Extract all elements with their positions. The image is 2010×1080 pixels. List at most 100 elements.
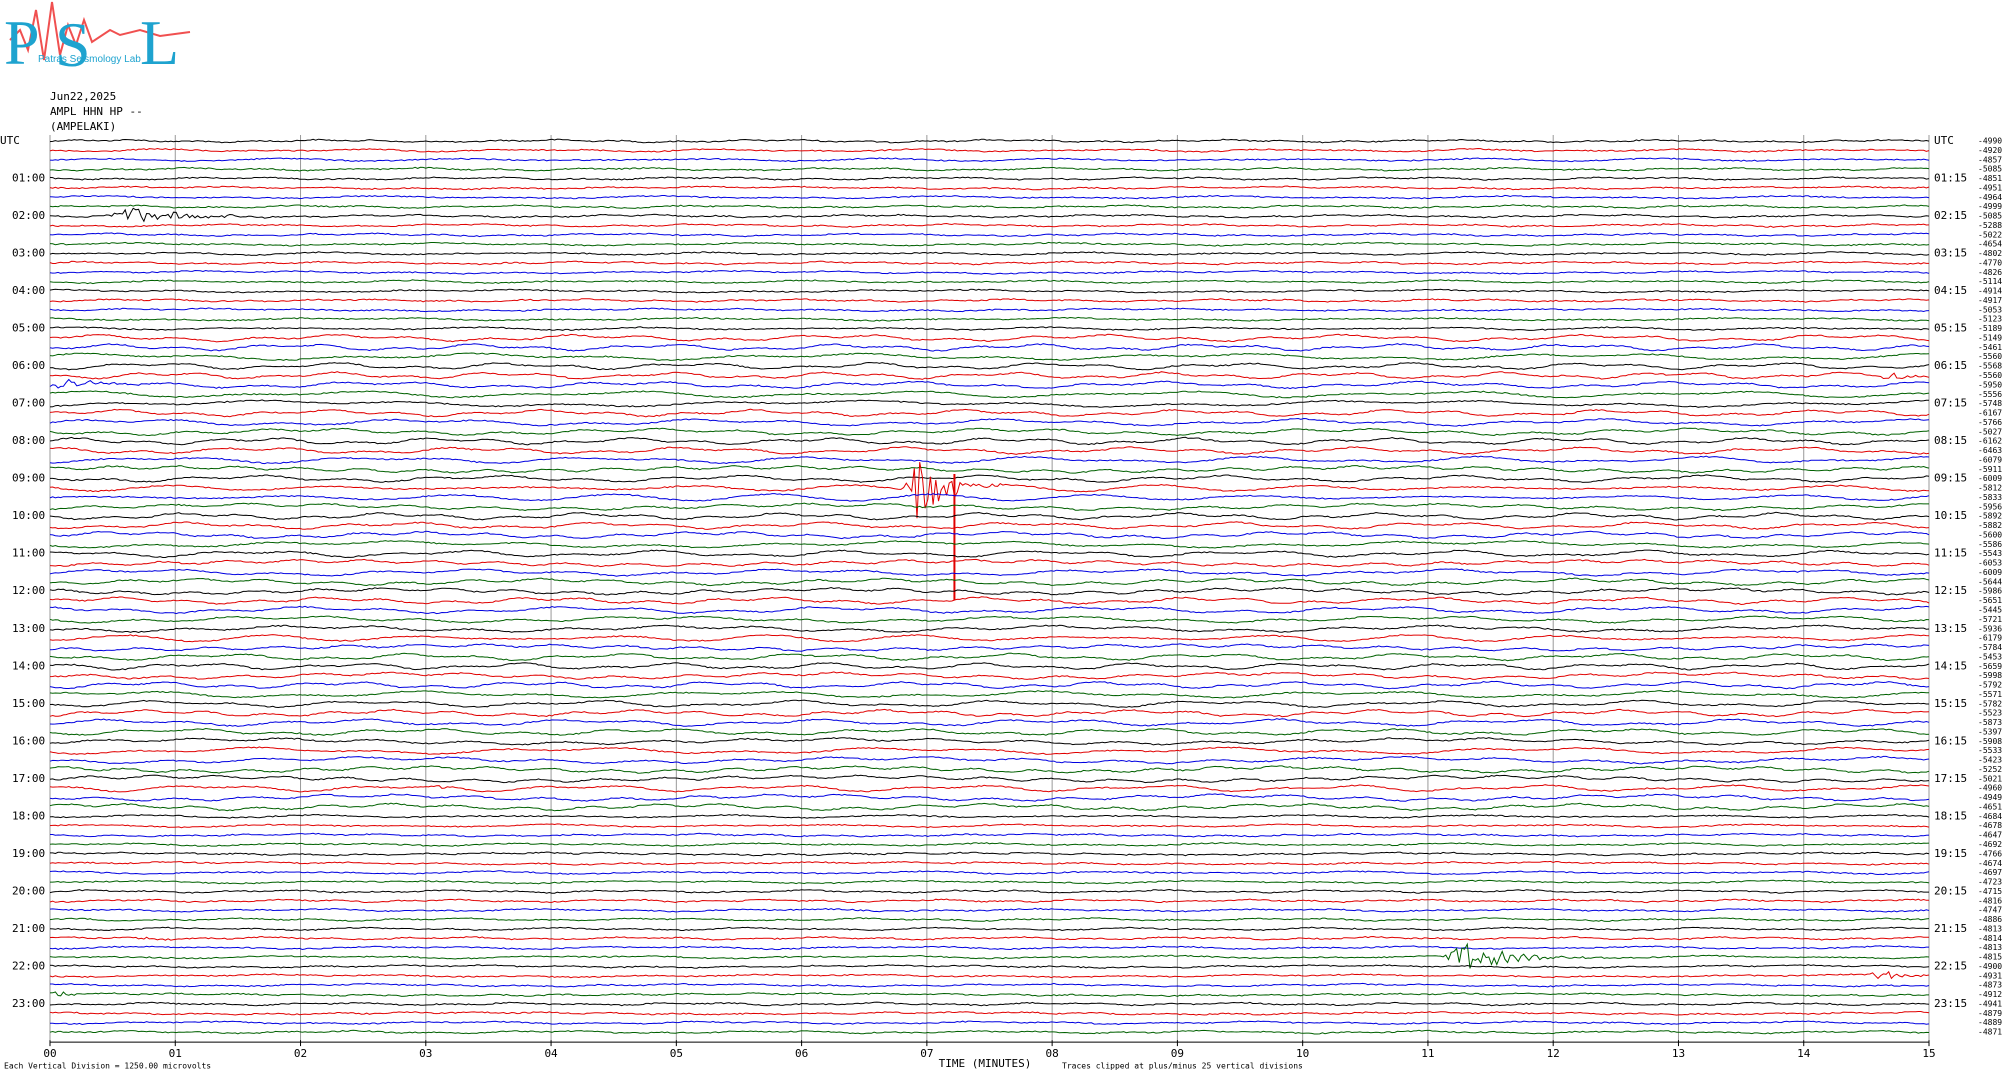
offset-label: -5252 <box>1978 765 2002 774</box>
offset-label: -4814 <box>1978 934 2002 943</box>
right-hour-label: 07:15 <box>1934 397 1967 410</box>
offset-label: -6179 <box>1978 634 2002 643</box>
trace <box>49 204 1930 209</box>
offset-label: -4723 <box>1978 878 2002 887</box>
offset-label: -5659 <box>1978 662 2002 671</box>
offset-label: -5560 <box>1978 371 2002 380</box>
trace <box>49 945 1929 951</box>
left-hour-label: 11:00 <box>12 547 45 560</box>
offset-label: -6162 <box>1978 437 2002 446</box>
clip-note: Traces clipped at plus/minus 25 vertical… <box>1062 1062 1303 1071</box>
trace <box>49 870 1930 876</box>
offset-label: -4889 <box>1978 1018 2002 1027</box>
logo-wave <box>9 1 191 61</box>
trace <box>49 643 1930 652</box>
trace <box>49 813 1930 819</box>
trace <box>49 207 1930 223</box>
left-hour-label: 16:00 <box>12 734 45 747</box>
left-hour-label: 13:00 <box>12 622 45 635</box>
offset-label: -5644 <box>1978 577 2002 586</box>
trace <box>49 558 1930 568</box>
left-hour-label: UTC <box>0 134 20 147</box>
trace <box>49 493 1930 502</box>
trace <box>49 166 1930 172</box>
offset-label: -4914 <box>1978 287 2002 296</box>
offset-label: -5792 <box>1978 681 2002 690</box>
trace <box>49 964 1930 969</box>
trace <box>50 832 1930 838</box>
offset-label: -4813 <box>1978 924 2002 933</box>
trace <box>49 907 1930 913</box>
offset-label: -4802 <box>1978 249 2002 258</box>
logo-letter: L <box>140 7 179 78</box>
trace <box>49 823 1930 829</box>
offset-label: -4851 <box>1978 174 2002 183</box>
logo-subtitle: Patras Seismology Lab <box>38 54 141 65</box>
trace <box>49 298 1930 303</box>
station: AMPL HHN HP -- <box>50 105 143 118</box>
offset-label: -4816 <box>1978 896 2002 905</box>
offset-label: -5892 <box>1978 512 2002 521</box>
trace <box>49 232 1930 238</box>
offset-label: -5812 <box>1978 484 2002 493</box>
x-tick-label: 05 <box>670 1047 683 1060</box>
trace <box>49 917 1930 922</box>
right-hour-label: 23:15 <box>1934 997 1967 1010</box>
trace <box>49 898 1930 904</box>
offset-label: -5560 <box>1978 352 2002 361</box>
trace <box>49 596 1930 606</box>
trace <box>49 352 1930 361</box>
trace <box>50 851 1930 857</box>
left-hour-label: 22:00 <box>12 959 45 972</box>
right-hour-label: 18:15 <box>1934 809 1967 822</box>
trace <box>49 361 1930 371</box>
right-hour-label: 13:15 <box>1934 622 1967 635</box>
offset-label: -4912 <box>1978 990 2002 999</box>
offset-label: -4886 <box>1978 915 2002 924</box>
x-tick-label: 01 <box>169 1047 182 1060</box>
offset-label: -5651 <box>1978 596 2002 605</box>
x-tick-label: 14 <box>1797 1047 1811 1060</box>
offset-label: -5600 <box>1978 530 2002 539</box>
trace <box>49 194 1930 200</box>
trace <box>50 474 1930 483</box>
offset-label: -6009 <box>1978 474 2002 483</box>
right-hour-label: 01:15 <box>1934 172 1967 185</box>
trace <box>49 316 1930 322</box>
x-tick-label: 10 <box>1296 1047 1309 1060</box>
offset-label: -4857 <box>1978 155 2002 164</box>
trace <box>49 521 1930 530</box>
trace <box>49 718 1930 727</box>
trace <box>49 446 1930 455</box>
trace <box>49 465 1930 474</box>
left-hour-label: 12:00 <box>12 584 45 597</box>
trace <box>49 842 1930 847</box>
trace <box>49 408 1930 418</box>
offset-label: -5721 <box>1978 615 2002 624</box>
offset-label: -5397 <box>1978 727 2002 736</box>
trace <box>49 436 1930 446</box>
trace <box>49 241 1930 247</box>
traces <box>49 138 1930 1035</box>
trace <box>49 251 1930 256</box>
trace <box>49 577 1930 587</box>
right-hour-label: 08:15 <box>1934 434 1967 447</box>
trace <box>49 765 1930 774</box>
offset-label: -5085 <box>1978 212 2002 221</box>
offset-label: -5085 <box>1978 165 2002 174</box>
left-hour-label: 23:00 <box>12 997 45 1010</box>
offset-label: -5123 <box>1978 315 2002 324</box>
trace <box>49 343 1930 352</box>
offset-label: -5021 <box>1978 774 2002 783</box>
offset-label: -4879 <box>1978 1009 2002 1018</box>
site: (AMPELAKI) <box>50 120 116 133</box>
left-hour-label: 02:00 <box>12 209 45 222</box>
trace <box>49 690 1929 699</box>
right-hour-label: 17:15 <box>1934 772 1967 785</box>
offset-label: -5543 <box>1978 549 2002 558</box>
offset-label: -5586 <box>1978 540 2002 549</box>
offset-label: -5423 <box>1978 756 2002 765</box>
trace <box>49 462 1930 519</box>
right-hour-label: 21:15 <box>1934 922 1967 935</box>
offset-label: -5956 <box>1978 502 2002 511</box>
